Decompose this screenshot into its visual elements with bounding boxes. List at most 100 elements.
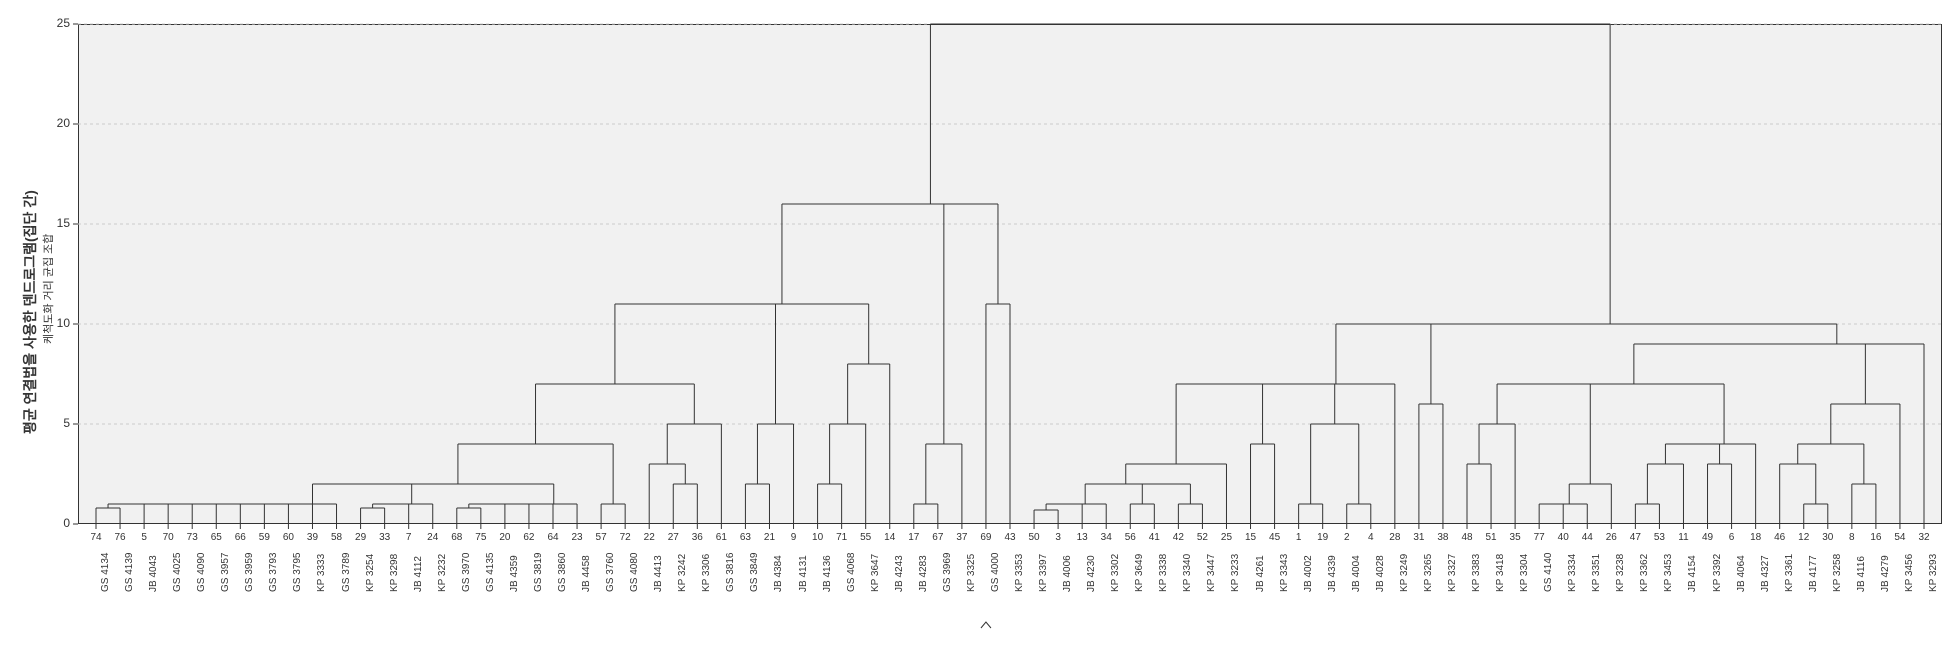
leaf-code: GS 4000 [990, 553, 1001, 592]
leaf-number: 63 [740, 532, 751, 543]
leaf-code: JB 4112 [413, 556, 424, 592]
leaf-code: GS 3969 [942, 553, 953, 592]
leaf-code: KP 3325 [966, 554, 977, 592]
y-tick-label: 5 [63, 416, 70, 430]
leaf-code: GS 4134 [100, 553, 111, 592]
leaf-number: 12 [1798, 532, 1809, 543]
leaf-number: 68 [451, 532, 462, 543]
leaf-code: JB 4339 [1327, 555, 1338, 592]
leaf-number: 62 [523, 532, 534, 543]
leaf-number: 48 [1461, 532, 1472, 543]
leaf-number: 51 [1485, 532, 1496, 543]
leaf-number: 31 [1413, 532, 1424, 543]
leaf-number: 14 [884, 532, 895, 543]
y-axis-title: 평균 연결법을 사용한 덴드로그램(집단 간) [20, 190, 40, 434]
leaf-code: JB 4327 [1760, 555, 1771, 592]
leaf-code: KP 3298 [389, 554, 400, 592]
leaf-code: JB 4002 [1303, 555, 1314, 592]
leaf-code: KP 3340 [1182, 554, 1193, 592]
y-axis-subtitle: 케척도화 거리 균집 조합 [40, 234, 56, 344]
leaf-number: 47 [1630, 532, 1641, 543]
leaf-code: JB 4458 [581, 555, 592, 592]
leaf-number: 37 [956, 532, 967, 543]
leaf-number: 10 [812, 532, 823, 543]
leaf-code: KP 3233 [1230, 554, 1241, 592]
leaf-code: GS 3760 [605, 553, 616, 592]
leaf-code: KP 3333 [316, 554, 327, 592]
leaf-code: GS 4135 [485, 553, 496, 592]
leaf-number: 77 [1534, 532, 1545, 543]
leaf-number: 27 [668, 532, 679, 543]
leaf-code: KP 3361 [1784, 554, 1795, 592]
leaf-number: 69 [980, 532, 991, 543]
leaf-code: KP 3397 [1038, 554, 1049, 592]
leaf-number: 46 [1774, 532, 1785, 543]
leaf-code: JB 4261 [1255, 555, 1266, 592]
leaf-number: 40 [1558, 532, 1569, 543]
leaf-number: 18 [1750, 532, 1761, 543]
leaf-code: KP 3302 [1110, 554, 1121, 592]
leaf-number: 5 [141, 532, 147, 543]
leaf-number: 52 [1197, 532, 1208, 543]
leaf-code: KP 3249 [1399, 554, 1410, 592]
leaf-number: 21 [764, 532, 775, 543]
leaf-code: KP 3343 [1279, 554, 1290, 592]
leaf-number: 8 [1849, 532, 1855, 543]
leaf-code: JB 4028 [1375, 555, 1386, 592]
leaf-number: 38 [1437, 532, 1448, 543]
leaf-code: KP 3232 [437, 554, 448, 592]
leaf-code: GS 3789 [341, 553, 352, 592]
leaf-code: JB 4359 [509, 555, 520, 592]
leaf-code: GS 3849 [749, 553, 760, 592]
leaf-number: 30 [1822, 532, 1833, 543]
leaf-number: 71 [836, 532, 847, 543]
leaf-number: 24 [427, 532, 438, 543]
leaf-code: KP 3242 [677, 554, 688, 592]
leaf-number: 66 [235, 532, 246, 543]
y-tick-label: 20 [57, 116, 70, 130]
leaf-number: 75 [475, 532, 486, 543]
leaf-number: 57 [596, 532, 607, 543]
leaf-number: 13 [1077, 532, 1088, 543]
leaf-code: KP 3334 [1567, 554, 1578, 592]
leaf-number: 72 [620, 532, 631, 543]
leaf-code: GS 3795 [292, 553, 303, 592]
leaf-number: 55 [860, 532, 871, 543]
leaf-number: 26 [1606, 532, 1617, 543]
leaf-code: GS 3860 [557, 553, 568, 592]
leaf-number: 3 [1055, 532, 1061, 543]
leaf-number: 35 [1510, 532, 1521, 543]
leaf-code: GS 3959 [244, 553, 255, 592]
leaf-code: JB 4116 [1856, 556, 1867, 592]
leaf-number: 19 [1317, 532, 1328, 543]
leaf-number: 59 [259, 532, 270, 543]
dendrogram-chart: 평균 연결법을 사용한 덴드로그램(집단 간) 케척도화 거리 균집 조합 05… [0, 0, 1952, 654]
leaf-number: 64 [547, 532, 558, 543]
leaf-number: 36 [692, 532, 703, 543]
leaf-code: KP 3327 [1447, 554, 1458, 592]
leaf-code: KP 3306 [701, 554, 712, 592]
leaf-code: KP 3293 [1928, 554, 1939, 592]
leaf-code: GS 4068 [846, 553, 857, 592]
leaf-code: KP 3353 [1014, 554, 1025, 592]
leaf-number: 32 [1918, 532, 1929, 543]
leaf-number: 4 [1368, 532, 1374, 543]
leaf-number: 41 [1149, 532, 1160, 543]
leaf-code: GS 3793 [268, 553, 279, 592]
leaf-code: KP 3418 [1495, 554, 1506, 592]
leaf-code: JB 4279 [1880, 555, 1891, 592]
leaf-code: JB 4283 [918, 555, 929, 592]
leaf-code: JB 4064 [1736, 555, 1747, 592]
leaf-code: KP 3392 [1712, 554, 1723, 592]
leaf-number: 22 [644, 532, 655, 543]
leaf-number: 60 [283, 532, 294, 543]
y-tick-label: 15 [57, 216, 70, 230]
leaf-code: KP 3362 [1639, 554, 1650, 592]
leaf-code: GS 4140 [1543, 553, 1554, 592]
y-tick-label: 25 [57, 16, 70, 30]
leaf-number: 49 [1702, 532, 1713, 543]
leaf-code: KP 3447 [1206, 554, 1217, 592]
leaf-number: 58 [331, 532, 342, 543]
leaf-number: 67 [932, 532, 943, 543]
leaf-code: GS 4025 [172, 553, 183, 592]
